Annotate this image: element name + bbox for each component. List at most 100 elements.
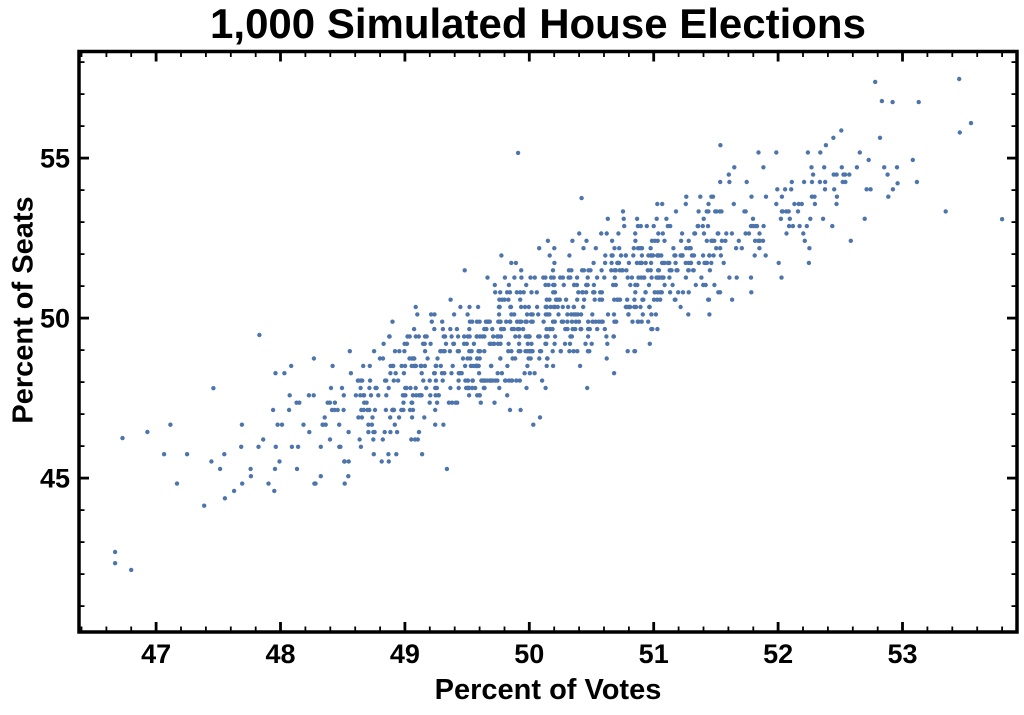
data-point: [422, 349, 428, 354]
data-point: [384, 378, 389, 383]
data-point: [591, 290, 596, 295]
data-point: [567, 341, 573, 346]
data-point: [370, 415, 375, 420]
data-point: [810, 172, 816, 177]
data-point: [761, 223, 766, 229]
data-point: [567, 253, 572, 258]
data-point: [879, 98, 885, 104]
data-point: [580, 290, 585, 295]
data-point: [890, 187, 896, 192]
data-point: [532, 371, 537, 376]
data-point: [809, 179, 815, 185]
data-point: [499, 253, 504, 258]
data-point: [475, 304, 481, 310]
data-point: [522, 371, 527, 376]
data-point: [498, 334, 504, 339]
data-point: [427, 400, 432, 405]
data-point: [504, 319, 509, 324]
data-point: [718, 253, 724, 258]
data-point: [696, 209, 701, 214]
data-point: [806, 260, 812, 266]
data-point: [449, 334, 454, 339]
data-point: [474, 356, 480, 361]
data-point: [625, 275, 630, 280]
data-point: [330, 363, 335, 369]
data-point: [396, 415, 402, 420]
data-point: [489, 378, 494, 383]
y-tick-label: 45: [40, 464, 70, 494]
data-point: [401, 400, 406, 405]
data-point: [519, 268, 524, 273]
data-point: [729, 231, 735, 236]
data-point: [428, 393, 433, 398]
data-point: [786, 209, 791, 214]
data-point: [129, 567, 134, 573]
data-point: [797, 223, 802, 229]
data-point: [168, 422, 173, 427]
data-point: [654, 216, 659, 221]
data-point: [688, 246, 693, 251]
data-point: [707, 268, 713, 273]
data-point: [713, 209, 718, 214]
data-point: [517, 334, 522, 339]
data-point: [774, 150, 779, 155]
data-point: [552, 341, 557, 346]
data-point: [366, 422, 371, 427]
data-point: [547, 312, 552, 317]
data-point: [499, 371, 505, 376]
data-point: [523, 349, 528, 354]
data-point: [593, 319, 598, 324]
x-tick-label: 52: [763, 639, 793, 669]
data-point: [371, 349, 377, 354]
data-point: [611, 334, 616, 339]
data-point: [257, 332, 262, 338]
data-point: [320, 422, 326, 427]
data-point: [604, 356, 609, 361]
data-point: [498, 341, 503, 346]
data-point: [639, 319, 644, 324]
data-point: [449, 371, 454, 376]
data-point: [831, 135, 836, 140]
data-point: [174, 481, 180, 486]
data-point: [306, 393, 312, 398]
data-point: [633, 231, 638, 236]
data-point: [482, 349, 487, 354]
data-point: [796, 201, 801, 207]
data-point: [611, 371, 617, 376]
data-point: [528, 275, 533, 280]
data-point: [854, 165, 860, 170]
data-point: [442, 371, 447, 376]
data-point: [706, 201, 711, 207]
data-point: [184, 452, 190, 457]
data-point: [514, 319, 520, 324]
data-point: [639, 253, 645, 258]
data-point: [649, 312, 654, 317]
data-point: [482, 385, 487, 391]
data-point: [357, 437, 362, 442]
data-point: [648, 260, 654, 266]
data-point: [462, 268, 467, 273]
data-point: [570, 238, 575, 243]
data-point: [388, 415, 393, 420]
data-point: [497, 304, 502, 310]
data-point: [402, 363, 408, 369]
data-point: [563, 297, 569, 302]
data-point: [628, 282, 633, 288]
data-point: [366, 429, 371, 435]
data-point: [393, 371, 398, 376]
data-point: [120, 435, 125, 441]
data-point: [847, 172, 852, 177]
data-point: [541, 319, 546, 324]
data-point: [667, 268, 672, 273]
data-point: [895, 181, 900, 186]
data-point: [327, 437, 333, 442]
data-point: [723, 238, 728, 243]
data-point: [639, 260, 644, 266]
data-point: [675, 268, 680, 273]
data-point: [709, 260, 714, 266]
data-point: [567, 349, 572, 354]
data-point: [662, 282, 667, 288]
data-point: [513, 334, 518, 339]
data-point: [456, 371, 461, 376]
data-point: [414, 393, 419, 398]
